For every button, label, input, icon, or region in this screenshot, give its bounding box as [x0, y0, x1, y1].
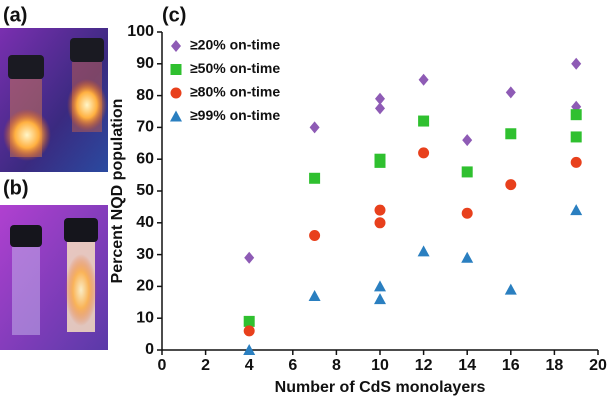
data-point	[570, 109, 582, 121]
data-point	[374, 204, 386, 216]
panel-label-box	[0, 176, 42, 202]
data-point	[570, 204, 583, 216]
panel-label-box	[0, 2, 42, 28]
data-point	[374, 293, 386, 305]
data-point	[375, 92, 385, 105]
x-tick-label: 16	[502, 357, 520, 374]
legend-marker	[170, 64, 182, 75]
legend-label: ≥50% on-time	[190, 60, 280, 76]
x-tick-label: 12	[415, 357, 433, 374]
photo-a	[0, 28, 108, 172]
data-point	[505, 128, 517, 140]
x-tick-label: 8	[332, 357, 341, 374]
x-tick-label: 14	[458, 357, 476, 374]
legend-label: ≥20% on-time	[190, 37, 280, 53]
x-tick-label: 0	[158, 357, 167, 374]
y-tick-label: 30	[136, 246, 154, 263]
data-point	[308, 289, 321, 301]
data-point	[461, 166, 473, 178]
y-tick-label: 60	[136, 150, 154, 167]
data-point	[309, 230, 321, 242]
y-tick-label: 20	[136, 278, 154, 295]
data-point	[505, 86, 516, 99]
data-point	[462, 134, 473, 147]
data-point	[309, 121, 320, 134]
x-tick-label: 20	[589, 357, 607, 374]
panel-label: (c)	[162, 4, 186, 26]
data-point	[374, 217, 386, 229]
y-tick-label: 90	[136, 55, 154, 72]
panel-label: (b)	[3, 177, 29, 199]
legend-marker	[171, 40, 181, 52]
data-point	[504, 283, 517, 295]
y-tick-label: 0	[145, 341, 154, 358]
panel-label: (a)	[3, 4, 27, 26]
data-point	[570, 156, 582, 168]
y-tick-label: 40	[136, 214, 154, 231]
data-point	[418, 115, 430, 127]
photo-b	[0, 205, 108, 350]
data-point	[461, 207, 473, 219]
x-tick-label: 18	[546, 357, 564, 374]
x-tick-label: 6	[288, 357, 297, 374]
legend-label: ≥99% on-time	[190, 107, 280, 123]
data-point	[418, 147, 430, 159]
data-point	[374, 280, 386, 292]
data-point	[243, 325, 255, 337]
y-tick-label: 100	[127, 23, 154, 40]
y-tick-label: 50	[136, 182, 154, 199]
y-tick-label: 10	[136, 309, 154, 326]
x-axis-label: Number of CdS monolayers	[275, 379, 486, 396]
data-point	[461, 251, 474, 263]
y-tick-label: 70	[136, 119, 154, 136]
data-point	[505, 179, 517, 191]
x-tick-label: 10	[371, 357, 389, 374]
legend-marker	[170, 110, 182, 122]
data-point	[571, 57, 582, 70]
y-axis-label: Percent NQD population	[109, 99, 126, 284]
data-point	[244, 251, 255, 264]
legend-marker	[170, 87, 182, 99]
x-tick-label: 4	[245, 357, 254, 374]
x-tick-label: 2	[201, 357, 210, 374]
data-point	[375, 102, 385, 115]
y-tick-label: 80	[136, 87, 154, 104]
data-point	[417, 245, 430, 257]
data-point	[418, 73, 429, 86]
data-point	[309, 172, 321, 184]
data-point	[243, 344, 256, 355]
data-point	[243, 315, 255, 327]
data-point	[570, 131, 582, 143]
legend-label: ≥80% on-time	[190, 84, 280, 100]
data-point	[374, 156, 386, 168]
